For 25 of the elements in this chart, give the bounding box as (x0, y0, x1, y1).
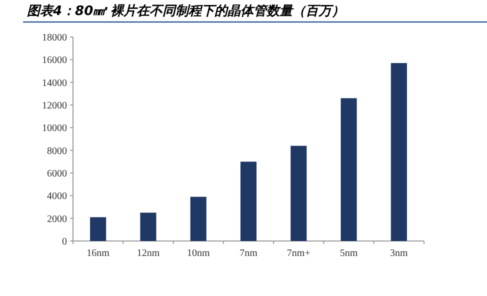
x-tick-label: 7nm (240, 248, 258, 259)
y-tick-label: 2000 (47, 214, 67, 225)
y-tick-label: 6000 (47, 168, 67, 180)
y-tick-label: 10000 (42, 123, 67, 134)
y-tick-label: 16000 (42, 55, 67, 66)
bar (340, 98, 357, 241)
y-tick-label: 4000 (47, 191, 67, 202)
bar (390, 63, 407, 241)
x-tick-label: 3nm (390, 248, 408, 259)
y-tick-label: 18000 (42, 32, 67, 44)
x-tick-label: 7nm+ (286, 248, 311, 259)
chart-title: 图表4：80㎟ 裸片在不同制程下的晶体管数量（百万） (27, 3, 345, 19)
y-tick-label: 8000 (47, 146, 67, 157)
bar (240, 162, 257, 241)
x-tick-label: 5nm (340, 248, 358, 259)
x-tick-label: 12nm (136, 248, 160, 259)
bar (290, 146, 307, 241)
bar (90, 217, 106, 241)
bar (140, 212, 156, 241)
y-tick-label: 0 (62, 236, 67, 248)
x-tick-label: 10nm (186, 248, 210, 259)
bar (190, 196, 206, 241)
y-tick-label: 14000 (42, 78, 67, 89)
x-tick-label: 16nm (86, 248, 110, 259)
y-tick-label: 12000 (42, 100, 67, 112)
